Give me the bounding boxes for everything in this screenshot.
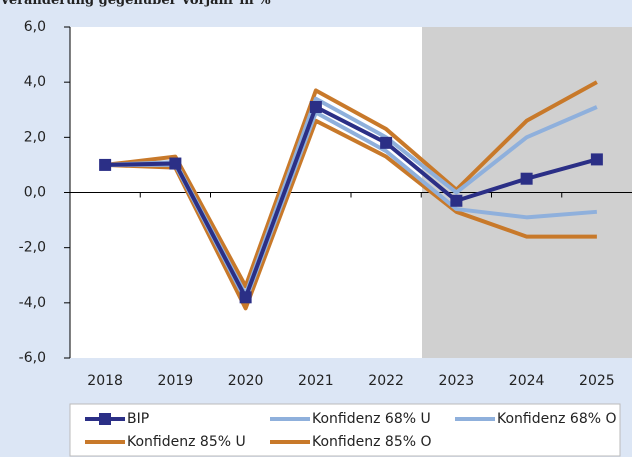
legend-label: Konfidenz 85% U (127, 434, 246, 450)
x-tick-label: 2018 (87, 373, 123, 389)
legend-box (69, 403, 621, 457)
point-marker (99, 158, 112, 171)
chart-subtitle: Veränderung gegenüber Vorjahr in % (0, 0, 271, 8)
x-tick-label: 2019 (158, 373, 194, 389)
series-line (104, 80, 598, 289)
x-tick-label: 2023 (439, 373, 475, 389)
legend-marker (99, 413, 111, 425)
legend-label: Konfidenz 68% U (312, 411, 431, 427)
x-tick-label: 2020 (228, 373, 264, 389)
y-tick-label: 4,0 (24, 74, 46, 90)
x-tick-label: 2024 (509, 373, 545, 389)
point-marker (380, 136, 393, 149)
point-marker (590, 153, 603, 166)
y-tick-label: 2,0 (24, 129, 46, 145)
legend-label: Konfidenz 85% O (312, 434, 432, 450)
y-tick-label: -6,0 (19, 350, 46, 366)
legend-label: Konfidenz 68% O (497, 411, 617, 427)
point-marker (450, 194, 463, 207)
x-tick-label: 2022 (368, 373, 404, 389)
y-tick-label: 6,0 (24, 19, 46, 35)
y-tick-label: -2,0 (19, 240, 46, 256)
y-tick-label: 0,0 (24, 185, 46, 201)
x-tick-label: 2021 (298, 373, 334, 389)
legend-label: BIP (127, 411, 149, 427)
point-marker (239, 291, 252, 304)
series-line (105, 104, 598, 300)
point-marker (169, 157, 182, 170)
point-marker (309, 100, 322, 113)
y-tick-label: -4,0 (19, 295, 46, 311)
point-marker (520, 172, 533, 185)
x-tick-label: 2025 (579, 373, 615, 389)
